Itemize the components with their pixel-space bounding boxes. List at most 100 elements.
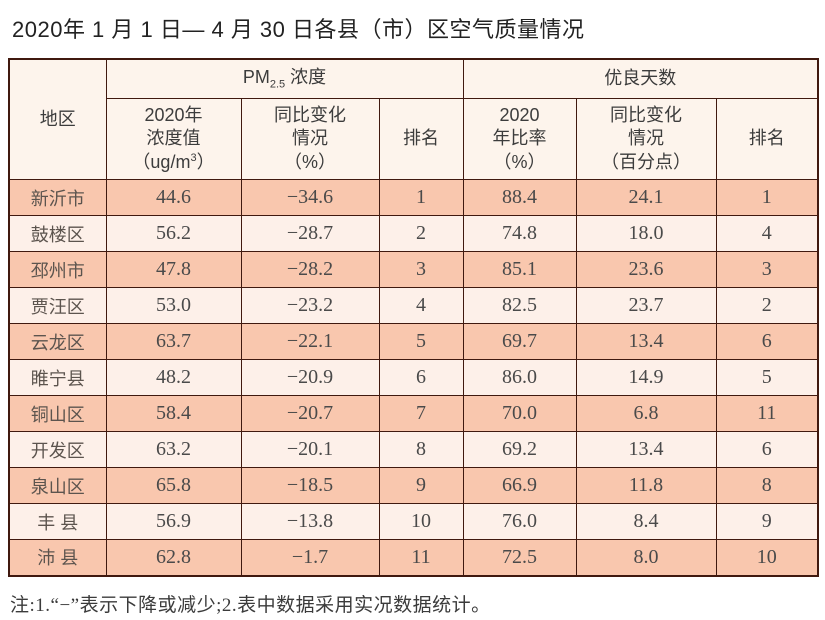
cell-pm-rank: 4: [378, 287, 464, 324]
header-pm-change: 同比变化 情况 （%）: [240, 98, 380, 180]
cell-pm-change: −20.7: [240, 395, 380, 432]
header-pm-rank: 排名: [378, 98, 464, 180]
header-good-ratio-line2: 年比率: [492, 128, 547, 149]
cell-pm-change: −20.1: [240, 431, 380, 468]
cell-pm-change: −22.1: [240, 323, 380, 360]
header-group-pm25: PM2.5 浓度: [105, 58, 464, 99]
header-good-ratio: 2020 年比率 （%）: [462, 98, 577, 180]
cell-pm-rank: 2: [378, 215, 464, 252]
cell-pm-value: 58.4: [105, 395, 242, 432]
cell-pm-rank: 9: [378, 467, 464, 504]
pm25-label-suffix: 浓度: [285, 67, 327, 88]
cell-region: 邳州市: [8, 251, 107, 288]
header-region: 地区: [8, 58, 107, 180]
cell-pm-value: 63.7: [105, 323, 242, 360]
header-pm-change-line2: 情况: [292, 128, 328, 149]
header-good-change-line3: （百分点）: [601, 151, 692, 172]
cell-good-change: 8.4: [575, 503, 717, 540]
cell-good-change: 23.6: [575, 251, 717, 288]
cell-region: 丰 县: [8, 503, 107, 540]
cell-good-rank: 4: [715, 215, 819, 252]
cell-good-rank: 8: [715, 467, 819, 504]
header-pm-unit-prefix: （ug/m: [132, 151, 191, 172]
air-quality-table: 地区 PM2.5 浓度 优良天数 2020年 浓度值 （ug/m3） 同比变化 …: [8, 58, 820, 577]
cell-good-rank: 5: [715, 359, 819, 396]
header-good-rank: 排名: [715, 98, 819, 180]
table-row: 沛 县 62.8 −1.7 11 72.5 8.0 10: [8, 539, 819, 576]
header-pm-value: 2020年 浓度值 （ug/m3）: [105, 98, 242, 180]
cell-good-rank: 10: [715, 539, 819, 576]
cell-pm-rank: 11: [378, 539, 464, 576]
table-row: 贾汪区 53.0 −23.2 4 82.5 23.7 2: [8, 287, 819, 324]
cell-good-ratio: 66.9: [462, 467, 577, 504]
pm25-label-prefix: PM: [242, 67, 270, 88]
header-good-change: 同比变化 情况 （百分点）: [575, 98, 717, 180]
cell-good-ratio: 85.1: [462, 251, 577, 288]
header-good-rank-label: 排名: [748, 128, 785, 149]
cell-good-change: 8.0: [575, 539, 717, 576]
cell-good-change: 14.9: [575, 359, 717, 396]
cell-good-ratio: 76.0: [462, 503, 577, 540]
header-pm-value-line3: （ug/m3）: [107, 151, 240, 174]
header-good-change-line2: 情况: [628, 128, 665, 149]
cell-good-change: 24.1: [575, 179, 717, 216]
cell-region: 沛 县: [8, 539, 107, 576]
table-row: 睢宁县 48.2 −20.9 6 86.0 14.9 5: [8, 359, 819, 396]
cell-good-rank: 2: [715, 287, 819, 324]
cell-pm-value: 56.2: [105, 215, 242, 252]
cell-pm-change: −20.9: [240, 359, 380, 396]
header-pm-rank-label: 排名: [403, 128, 440, 149]
cell-good-ratio: 88.4: [462, 179, 577, 216]
table-row: 开发区 63.2 −20.1 8 69.2 13.4 6: [8, 431, 819, 468]
cell-region: 睢宁县: [8, 359, 107, 396]
table-header: 地区 PM2.5 浓度 优良天数 2020年 浓度值 （ug/m3） 同比变化 …: [8, 58, 819, 180]
table-body: 新沂市 44.6 −34.6 1 88.4 24.1 1 鼓楼区 56.2 −2…: [8, 179, 819, 576]
cell-good-change: 18.0: [575, 215, 717, 252]
cell-pm-value: 48.2: [105, 359, 242, 396]
table-row: 铜山区 58.4 −20.7 7 70.0 6.8 11: [8, 395, 819, 432]
cell-good-ratio: 69.7: [462, 323, 577, 360]
cell-region: 云龙区: [8, 323, 107, 360]
cell-region: 鼓楼区: [8, 215, 107, 252]
header-pm-change-line1: 同比变化: [274, 104, 346, 125]
cell-pm-value: 63.2: [105, 431, 242, 468]
cell-region: 泉山区: [8, 467, 107, 504]
table-row: 云龙区 63.7 −22.1 5 69.7 13.4 6: [8, 323, 819, 360]
cell-good-ratio: 74.8: [462, 215, 577, 252]
cell-pm-rank: 5: [378, 323, 464, 360]
pm25-label-subscript: 2.5: [269, 78, 286, 91]
cell-pm-value: 44.6: [105, 179, 242, 216]
cell-pm-change: −13.8: [240, 503, 380, 540]
cell-pm-rank: 8: [378, 431, 464, 468]
cell-pm-change: −34.6: [240, 179, 380, 216]
cell-good-rank: 9: [715, 503, 819, 540]
cell-pm-value: 47.8: [105, 251, 242, 288]
cell-good-rank: 6: [715, 431, 819, 468]
cell-pm-change: −28.2: [240, 251, 380, 288]
cell-pm-change: −28.7: [240, 215, 380, 252]
cell-pm-change: −1.7: [240, 539, 380, 576]
cell-good-change: 13.4: [575, 323, 717, 360]
cell-good-change: 6.8: [575, 395, 717, 432]
cell-good-change: 13.4: [575, 431, 717, 468]
cell-pm-rank: 6: [378, 359, 464, 396]
header-pm-unit-suffix: ）: [196, 151, 215, 172]
cell-pm-value: 56.9: [105, 503, 242, 540]
cell-pm-rank: 1: [378, 179, 464, 216]
table-row: 鼓楼区 56.2 −28.7 2 74.8 18.0 4: [8, 215, 819, 252]
cell-region: 开发区: [8, 431, 107, 468]
cell-pm-value: 53.0: [105, 287, 242, 324]
cell-pm-value: 65.8: [105, 467, 242, 504]
footnote: 注:1.“−”表示下降或减少;2.表中数据采用实况数据统计。: [10, 594, 491, 616]
header-pm-change-line3: （%）: [283, 151, 336, 172]
good-days-label: 优良天数: [604, 68, 677, 89]
table-row: 丰 县 56.9 −13.8 10 76.0 8.4 9: [8, 503, 819, 540]
page-title: 2020年 1 月 1 日— 4 月 30 日各县（市）区空气质量情况: [12, 17, 585, 42]
table-row: 泉山区 65.8 −18.5 9 66.9 11.8 8: [8, 467, 819, 504]
header-good-change-line1: 同比变化: [610, 104, 683, 125]
table-row: 邳州市 47.8 −28.2 3 85.1 23.6 3: [8, 251, 819, 288]
cell-pm-rank: 7: [378, 395, 464, 432]
header-pm-value-line1: 2020年: [144, 104, 203, 125]
cell-region: 新沂市: [8, 179, 107, 216]
cell-pm-rank: 3: [378, 251, 464, 288]
